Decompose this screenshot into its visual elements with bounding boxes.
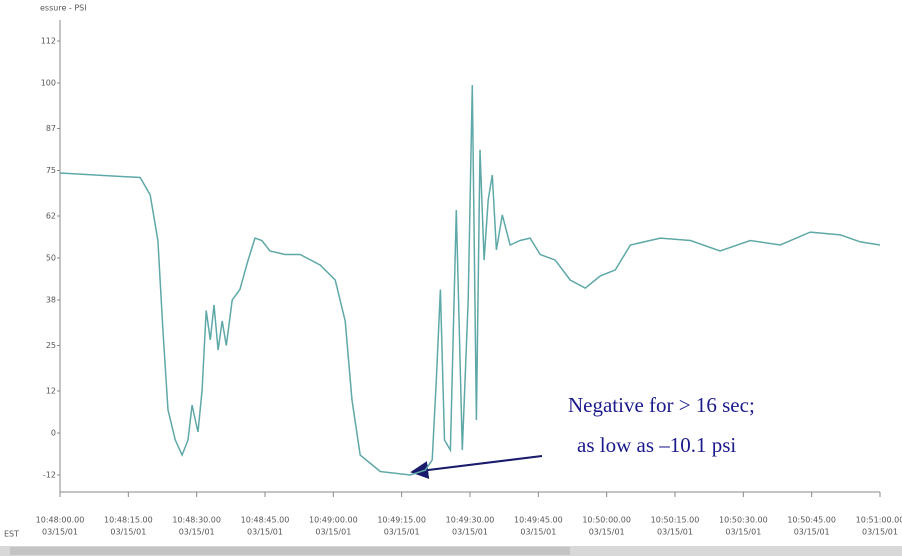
x-tick-label: 10:49:30.00 (446, 516, 495, 525)
x-corner-label: EST (4, 530, 19, 539)
x-tick-label: 10:50:30.00 (719, 516, 768, 525)
x-tick-date: 03/15/01 (794, 528, 830, 537)
y-tick-label: 38 (46, 296, 56, 305)
line-series (59, 85, 881, 476)
x-tick-date: 03/15/01 (862, 528, 898, 537)
x-tick-label: 10:48:00.00 (36, 516, 85, 525)
y-axis-label: essure - PSI (40, 4, 87, 13)
x-tick-date: 03/15/01 (315, 528, 351, 537)
x-tick-date: 03/15/01 (179, 528, 215, 537)
x-tick-date: 03/15/01 (725, 528, 761, 537)
x-tick-label: 10:49:15.00 (377, 516, 426, 525)
y-tick-label: 87 (46, 124, 56, 133)
y-tick-label: 62 (46, 212, 56, 221)
x-tick-label: 10:49:00.00 (309, 516, 358, 525)
y-tick-label: -12 (43, 471, 56, 480)
x-tick-date: 03/15/01 (452, 528, 488, 537)
annotation: Negative for > 16 sec; (568, 393, 755, 417)
y-tick-label: 25 (46, 341, 56, 350)
y-tick-label: 0 (51, 429, 56, 438)
y-tick-label: 100 (41, 79, 56, 88)
x-tick-date: 03/15/01 (247, 528, 283, 537)
x-tick-label: 10:48:15.00 (104, 516, 153, 525)
x-tick-date: 03/15/01 (384, 528, 420, 537)
y-tick-label: 75 (46, 166, 56, 175)
x-tick-label: 10:49:45.00 (514, 516, 563, 525)
x-tick-date: 03/15/01 (110, 528, 146, 537)
annotation: as low as –10.1 psi (577, 433, 736, 457)
x-tick-date: 03/15/01 (589, 528, 625, 537)
x-tick-date: 03/15/01 (42, 528, 78, 537)
y-tick-label: 12 (46, 387, 56, 396)
arrow (410, 455, 543, 479)
x-tick-date: 03/15/01 (657, 528, 693, 537)
x-tick-label: 10:50:45.00 (787, 516, 836, 525)
x-tick-label: 10:50:00.00 (582, 516, 631, 525)
y-tick-label: 112 (41, 37, 56, 46)
x-tick-date: 03/15/01 (520, 528, 556, 537)
x-tick-label: 10:48:30.00 (172, 516, 221, 525)
x-tick-label: 10:50:15.00 (651, 516, 700, 525)
scroll-thumb[interactable] (10, 547, 570, 555)
y-tick-label: 50 (46, 254, 56, 263)
x-tick-label: 10:48:45.00 (241, 516, 290, 525)
x-tick-label: 10:51:00.00 (856, 516, 902, 525)
